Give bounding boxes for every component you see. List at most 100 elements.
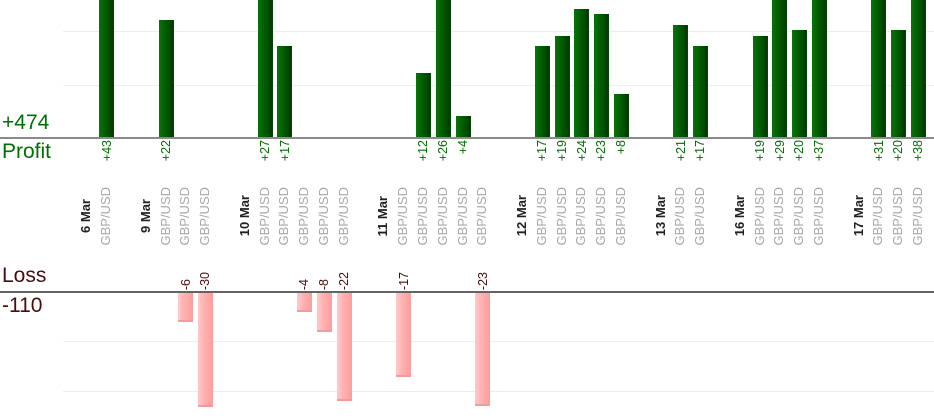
profit-value-wrap: +37 <box>810 140 830 161</box>
profit-value-label: +38 <box>911 140 926 162</box>
date-column: 16 Mar <box>730 0 750 420</box>
instrument-label: GBP/USD <box>910 186 925 246</box>
instrument-label-wrap: GBP/USD <box>612 181 632 251</box>
trade-column: GBP/USD +12 <box>414 0 434 420</box>
date-column: 9 Mar <box>136 0 156 420</box>
instrument-label-wrap: GBP/USD <box>433 181 453 251</box>
profit-value-wrap: +22 <box>156 140 176 161</box>
trade-column: GBP/USD +20 <box>889 0 909 420</box>
profit-bar <box>534 46 550 137</box>
profit-bar <box>277 46 293 137</box>
profit-axis-line <box>0 137 934 139</box>
instrument-label: GBP/USD <box>296 186 312 246</box>
instrument-label-wrap: GBP/USD <box>414 181 434 251</box>
trade-column: GBP/USD +17 <box>532 0 552 420</box>
loss-bar <box>297 292 313 313</box>
instrument-label-wrap: GBP/USD <box>750 181 770 251</box>
profit-axis-label: Profit <box>2 140 52 163</box>
instrument-label-wrap: GBP/USD <box>275 181 295 251</box>
loss-value-label: -6 <box>178 278 193 290</box>
trade-column: GBP/USD +8 <box>612 0 632 420</box>
profit-value-wrap: +12 <box>414 140 434 161</box>
instrument-label: GBP/USD <box>276 186 292 246</box>
date-column: 11 Mar <box>374 0 394 420</box>
profit-bar <box>455 115 471 137</box>
instrument-label: GBP/USD <box>692 186 708 246</box>
profit-bar <box>574 9 590 137</box>
instrument-label: GBP/USD <box>454 186 470 246</box>
date-label-wrap: 12 Mar <box>513 181 533 251</box>
instrument-label-wrap: GBP/USD <box>255 181 275 251</box>
instrument-label-wrap: GBP/USD <box>315 181 335 251</box>
profit-value-label: +8 <box>614 140 629 155</box>
profit-value-label: +22 <box>158 140 173 162</box>
profit-value-label: +19 <box>752 140 767 162</box>
profit-bar <box>415 73 431 137</box>
instrument-label: GBP/USD <box>98 186 114 246</box>
profit-value-label: +20 <box>792 140 807 162</box>
instrument-label-wrap: GBP/USD <box>889 181 909 251</box>
profit-value-label: +29 <box>772 140 787 162</box>
loss-axis-label: Loss <box>2 264 47 287</box>
profit-bar <box>811 0 827 137</box>
profit-value-wrap: +19 <box>750 140 770 161</box>
profit-value-label: +21 <box>673 140 688 162</box>
profit-gridline-10 <box>63 85 934 86</box>
loss-value-label: -8 <box>317 278 332 290</box>
loss-value-wrap: -30 <box>196 272 216 290</box>
profit-bar <box>910 0 926 137</box>
profit-bar <box>752 35 768 137</box>
date-group: 17 Mar GBP/USD +31 GBP/USD +20 GBP/USD +38 <box>849 0 928 420</box>
date-group: 10 Mar GBP/USD +27 GBP/USD +17 GBP/USD -4 GBP/U… <box>235 0 354 420</box>
profit-value-wrap: +38 <box>909 140 929 161</box>
instrument-label-wrap: GBP/USD <box>394 181 414 251</box>
profit-value-wrap: +23 <box>592 140 612 161</box>
profit-value-label: +17 <box>277 140 292 162</box>
loss-bar <box>316 292 332 333</box>
loss-gridline-20 <box>63 391 934 392</box>
loss-bar <box>336 292 352 402</box>
loss-value-label: -30 <box>198 271 213 290</box>
instrument-label: GBP/USD <box>890 186 906 246</box>
profit-bar <box>158 19 174 137</box>
trade-column: GBP/USD +31 <box>869 0 889 420</box>
trade-column: GBP/USD +27 <box>255 0 275 420</box>
profit-bar <box>871 0 887 137</box>
loss-value-wrap: -6 <box>176 279 196 290</box>
instrument-label: GBP/USD <box>434 186 450 246</box>
trade-column: GBP/USD -8 <box>315 0 335 420</box>
profit-value-wrap: +21 <box>671 140 691 161</box>
instrument-label: GBP/USD <box>553 186 569 246</box>
profit-value-label: +26 <box>436 140 451 162</box>
loss-value-label: -22 <box>337 271 352 290</box>
profit-bar <box>613 94 629 137</box>
trade-column: GBP/USD -22 <box>334 0 354 420</box>
date-column: 13 Mar <box>651 0 671 420</box>
instrument-label-wrap: GBP/USD <box>334 181 354 251</box>
instrument-label-wrap: GBP/USD <box>295 181 315 251</box>
loss-total-label: -110 <box>2 294 43 317</box>
instrument-label: GBP/USD <box>533 186 549 246</box>
instrument-label-wrap: GBP/USD <box>592 181 612 251</box>
profit-bar <box>257 0 273 137</box>
trade-column: GBP/USD +17 <box>691 0 711 420</box>
instrument-label-wrap: GBP/USD <box>572 181 592 251</box>
date-label: 16 Mar <box>731 195 747 237</box>
loss-value-wrap: -4 <box>295 279 315 290</box>
trade-column: GBP/USD +19 <box>750 0 770 420</box>
profit-value-label: +43 <box>99 140 114 162</box>
profit-value-wrap: +27 <box>255 140 275 161</box>
instrument-label: GBP/USD <box>672 186 688 246</box>
instrument-label: GBP/USD <box>870 186 886 246</box>
instrument-label: GBP/USD <box>157 186 173 246</box>
date-group: 12 Mar GBP/USD +17 GBP/USD +19 GBP/USD +24 GBP/… <box>513 0 632 420</box>
date-label: 9 Mar <box>137 199 153 233</box>
trade-column: GBP/USD +37 <box>810 0 830 420</box>
instrument-label: GBP/USD <box>811 186 826 246</box>
instrument-label: GBP/USD <box>177 186 193 246</box>
date-column: 10 Mar <box>235 0 255 420</box>
date-label: 13 Mar <box>652 195 668 237</box>
profit-value-wrap: +26 <box>433 140 453 161</box>
trade-column: GBP/USD +24 <box>572 0 592 420</box>
profit-bar <box>891 30 907 137</box>
